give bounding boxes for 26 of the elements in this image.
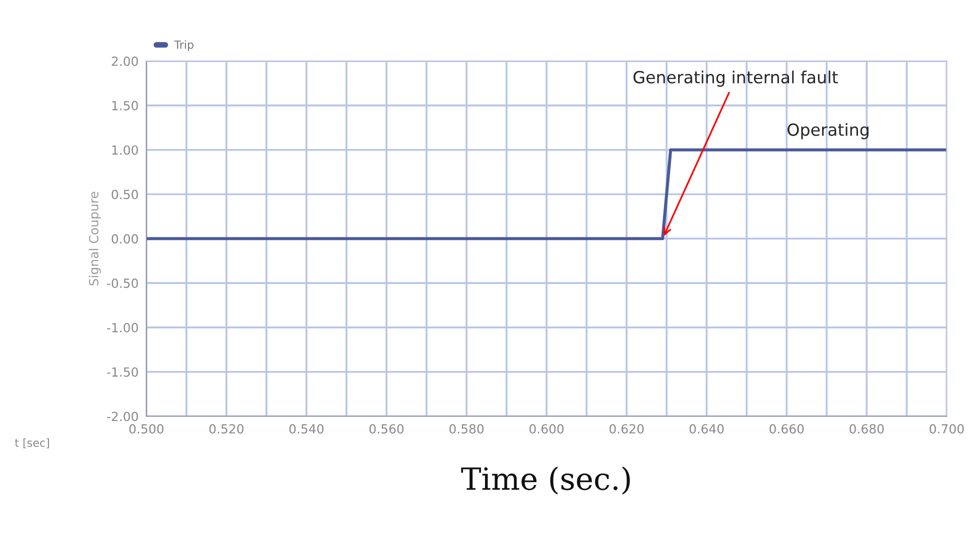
x-tick-label: 0.520 [209,424,244,434]
y-tick-label: 0.00 [112,234,138,244]
y-tick-label: 0.50 [112,190,138,200]
x-tick-label: 0.680 [850,424,884,434]
x-tick-label: 0.640 [690,424,724,434]
y-tick-label: -0.50 [107,278,138,288]
text: t [sec] [14,438,49,448]
x-axis-title: Time (sec.) [461,466,630,495]
y-tick-label: -2.00 [107,412,138,422]
legend-label: Trip [174,40,194,52]
y-tick-label: 1.00 [112,145,138,155]
x-tick-label: 0.700 [930,424,964,434]
x-tick-label: 0.660 [770,424,804,434]
x-tick-label: 0.620 [610,424,644,434]
x-tick-label: 0.580 [449,424,484,434]
annotation: Operating [788,123,868,140]
y-tick-label: 1.50 [112,100,138,110]
annotation: Generating internal fault [634,70,838,87]
y-axis-title: Signal Coupure [88,192,101,286]
x-tick-label: 0.600 [529,424,564,434]
x-tick-label: 0.560 [369,424,404,434]
y-tick-label: 2.00 [112,56,138,66]
y-tick-label: -1.50 [107,367,138,377]
x-tick-label: 0.540 [289,424,324,434]
x-tick-label: 0.500 [129,424,164,434]
y-tick-label: -1.00 [107,322,138,332]
